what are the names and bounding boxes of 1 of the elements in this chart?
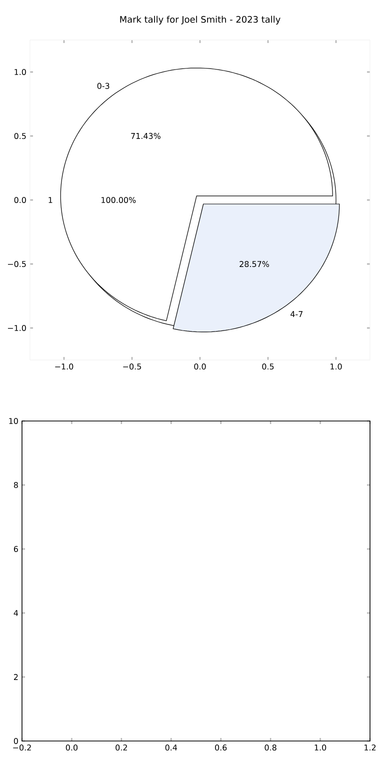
chart-title: Mark tally for Joel Smith - 2023 tally <box>120 16 280 24</box>
